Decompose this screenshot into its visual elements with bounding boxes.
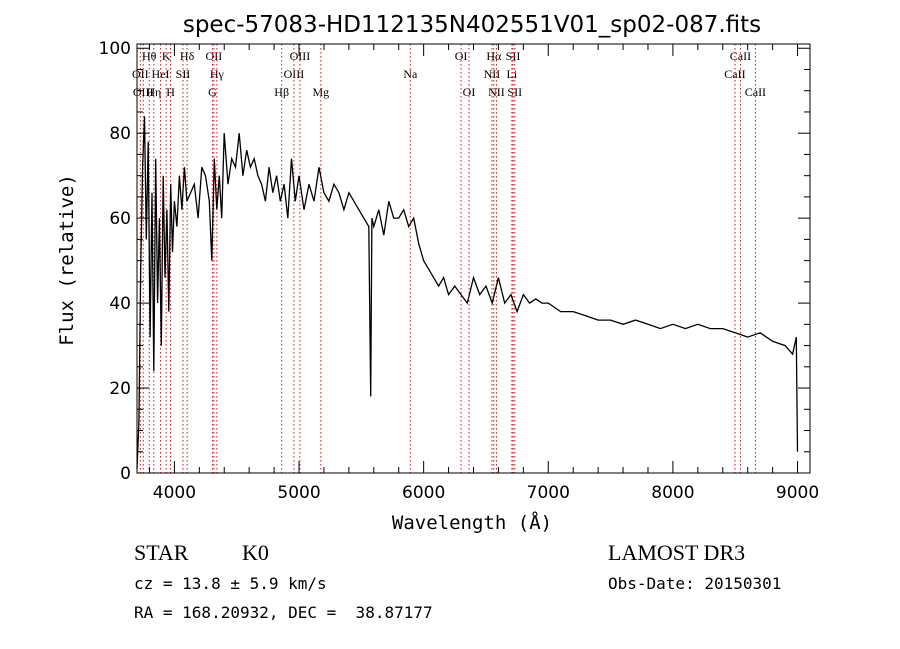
spectral-line-label: OII	[132, 67, 149, 81]
spectral-line-labels: HθOIIOIIIHηHeIKSIIHHδOIIHγGOIIIOIIIHβMgN…	[132, 49, 766, 99]
x-tick-label: 9000	[776, 483, 819, 503]
plot-frame	[136, 43, 811, 474]
x-tick-label: 5000	[277, 483, 320, 503]
object-class: STAR	[134, 540, 189, 565]
y-axis-label: Flux (relative)	[56, 174, 78, 346]
x-tick-label: 7000	[527, 483, 570, 503]
spectrum-line	[136, 116, 799, 469]
observation-date: Obs-Date: 20150301	[608, 574, 782, 593]
y-tick-label: 40	[109, 294, 131, 314]
x-axis-label: Wavelength (Å)	[392, 511, 552, 534]
y-tick-label: 100	[99, 39, 131, 59]
y-tick-label: 20	[109, 379, 131, 399]
spectral-line-markers	[139, 44, 756, 473]
y-tick-label: 80	[109, 124, 131, 144]
spectral-line-label: Na	[403, 67, 418, 81]
y-tick-label: 0	[120, 464, 131, 484]
object-subclass: K0	[242, 540, 269, 565]
x-tick-label: 8000	[651, 483, 694, 503]
survey-name: LAMOST DR3	[608, 540, 746, 565]
redshift-cz: cz = 13.8 ± 5.9 km/s	[134, 574, 327, 593]
spectral-line-label: OIII	[284, 67, 305, 81]
spectral-line-label: Li	[507, 67, 518, 81]
x-tick-label: 6000	[402, 483, 445, 503]
ra-dec-coordinates: RA = 168.20932, DEC = 38.87177	[134, 603, 433, 622]
x-tick-label: 4000	[153, 483, 196, 503]
y-tick-label: 60	[109, 209, 131, 229]
spectral-line-label: HeI	[152, 67, 170, 81]
axis-ticks: 4000 5000 6000 7000 8000 9000 0 20 40 60 80 100	[99, 39, 820, 503]
chart-title: spec-57083-HD112135N402551V01_sp02-087.f…	[183, 12, 761, 38]
